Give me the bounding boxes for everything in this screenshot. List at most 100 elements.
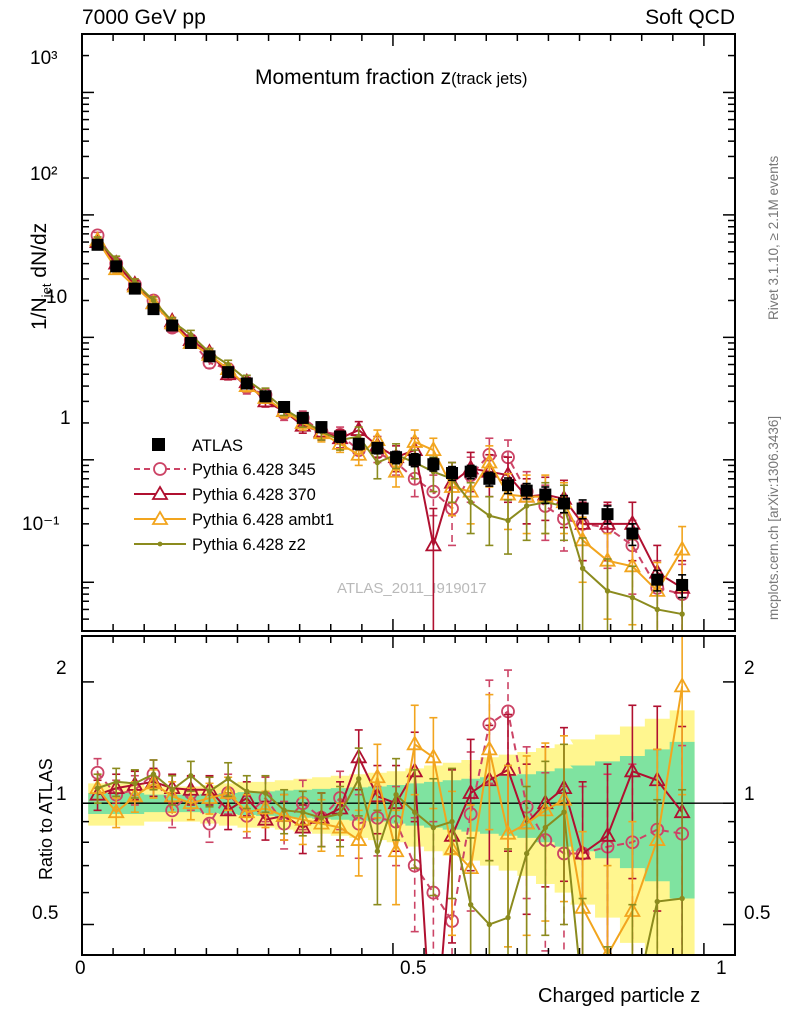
ytick-1: 1 (60, 408, 71, 429)
ratio-series-3-marker (337, 811, 343, 817)
main-series-4-marker (654, 606, 660, 613)
main-series-3-marker (387, 462, 405, 478)
ratio-series-1-marker (623, 761, 641, 778)
main-series-3-marker (350, 445, 368, 461)
ratio-panel-frame (81, 635, 736, 956)
main-series-2-marker (424, 536, 442, 552)
main-series-2-line (96, 241, 683, 589)
legend-label-345: Pythia 6.428 345 (192, 461, 316, 479)
ratio-series-3-marker (150, 771, 157, 777)
ratio-series-3-marker (654, 898, 660, 905)
main-series-0-marker (483, 472, 496, 485)
main-series-0-marker (502, 479, 515, 492)
main-series-0-marker (576, 502, 589, 515)
main-series-0-marker (147, 303, 160, 316)
xtick-0p5: 0.5 (400, 958, 427, 979)
main-series-0-marker (278, 400, 291, 413)
main-series-0-marker (184, 336, 197, 349)
plot-title: Momentum fraction z(track jets) (255, 66, 527, 90)
ratio-ytick-0p5-right: 0.5 (744, 903, 771, 924)
legend-marker-2 (151, 485, 169, 500)
ratio-series-3-marker (262, 790, 269, 796)
main-series-3-marker (406, 432, 424, 448)
main-series-0-marker (676, 578, 689, 591)
ratio-series-2-marker (256, 799, 274, 815)
legend-marker-4 (157, 541, 163, 547)
ratio-series-1-marker (462, 783, 480, 799)
ratio-series-2-marker (406, 734, 424, 751)
main-series-0-marker (371, 441, 384, 454)
ratio-series-2-marker (107, 802, 125, 819)
xtick-1: 1 (716, 958, 727, 979)
ratio-series-2-marker (387, 841, 405, 858)
legend-label-z2: Pythia 6.428 z2 (192, 536, 306, 554)
header-right: Soft QCD (645, 6, 735, 29)
header-left: 7000 GeV pp (82, 6, 206, 29)
ratio-band-inner (88, 741, 695, 899)
legend-marker-atlas (152, 438, 165, 451)
ratio-ytick-0p5-left: 0.5 (32, 903, 59, 924)
ratio-series-3-marker (225, 776, 231, 782)
main-series-4-marker (505, 517, 511, 524)
ytick-100: 10² (30, 164, 58, 185)
main-series-3-marker (673, 540, 691, 556)
main-panel-frame (81, 33, 736, 632)
main-series-0-marker (296, 411, 309, 424)
xtick-0: 0 (75, 958, 86, 979)
ratio-series-2-marker (182, 793, 200, 810)
ratio-series-0-marker (202, 816, 217, 831)
ratio-series-3-marker (542, 824, 549, 831)
xaxis-label: Charged particle z (538, 985, 701, 1007)
ratio-series-3-marker (244, 788, 250, 795)
ratio-series-3-marker (188, 773, 194, 779)
main-series-4-marker (486, 512, 493, 519)
ratio-series-3-marker (505, 914, 511, 921)
main-series-0-marker (464, 465, 477, 478)
main-series-0-marker (651, 573, 664, 586)
ratio-series-2-marker (126, 786, 144, 803)
ratio-ytick-1-right: 1 (744, 784, 755, 805)
main-series-4-line (96, 239, 683, 616)
ratio-ytick-1-left: 1 (56, 784, 67, 805)
main-series-4-marker (679, 611, 685, 617)
main-series-4-marker (374, 459, 381, 466)
ratio-series-2-marker (424, 747, 442, 764)
main-series-0-marker (91, 238, 104, 251)
ratio-series-3-marker (580, 995, 584, 999)
ratio-series-2-marker (219, 783, 237, 799)
ratio-series-3-marker (318, 815, 325, 821)
main-series-0-marker (315, 421, 328, 434)
main-series-0-marker (446, 467, 459, 480)
main-series-0-marker (408, 453, 421, 466)
ratio-series-1-marker (598, 826, 617, 842)
analysis-watermark: ATLAS_2011_I919017 (337, 580, 487, 597)
main-series-0-marker (240, 377, 253, 390)
ytick-10: 10 (46, 287, 68, 308)
main-series-0-marker (427, 458, 440, 471)
ratio-series-3-marker (281, 807, 287, 814)
main-series-0-marker (166, 319, 179, 332)
ratio-series-3-marker (630, 1012, 634, 1016)
ratio-series-3-marker (467, 901, 474, 908)
ratio-series-2-marker (238, 802, 256, 819)
ytick-1000: 10³ (30, 48, 58, 69)
ratio-series-3-marker (430, 824, 437, 831)
main-series-3-marker (424, 440, 442, 457)
ratio-series-3-marker (412, 809, 418, 815)
main-series-4-marker (188, 332, 194, 338)
main-series-0-marker (128, 282, 141, 295)
legend-label-ambt1: Pythia 6.428 ambt1 (192, 511, 335, 529)
ytick-0p1: 10⁻¹ (22, 514, 60, 535)
ratio-series-2-marker (480, 740, 498, 756)
ratio-series-3-marker (393, 791, 399, 798)
legend-label-370: Pythia 6.428 370 (192, 486, 316, 504)
main-series-0-marker (520, 484, 533, 497)
ratio-series-2-marker (368, 767, 386, 784)
ratio-series-3-marker (113, 779, 119, 785)
ratio-series-3-marker (356, 776, 362, 782)
main-series-4-marker (629, 594, 636, 601)
main-series-0-marker (557, 497, 570, 510)
main-series-0-marker (539, 488, 552, 501)
ratio-series-3-marker (679, 895, 685, 902)
ratio-series-1-marker (219, 801, 237, 817)
